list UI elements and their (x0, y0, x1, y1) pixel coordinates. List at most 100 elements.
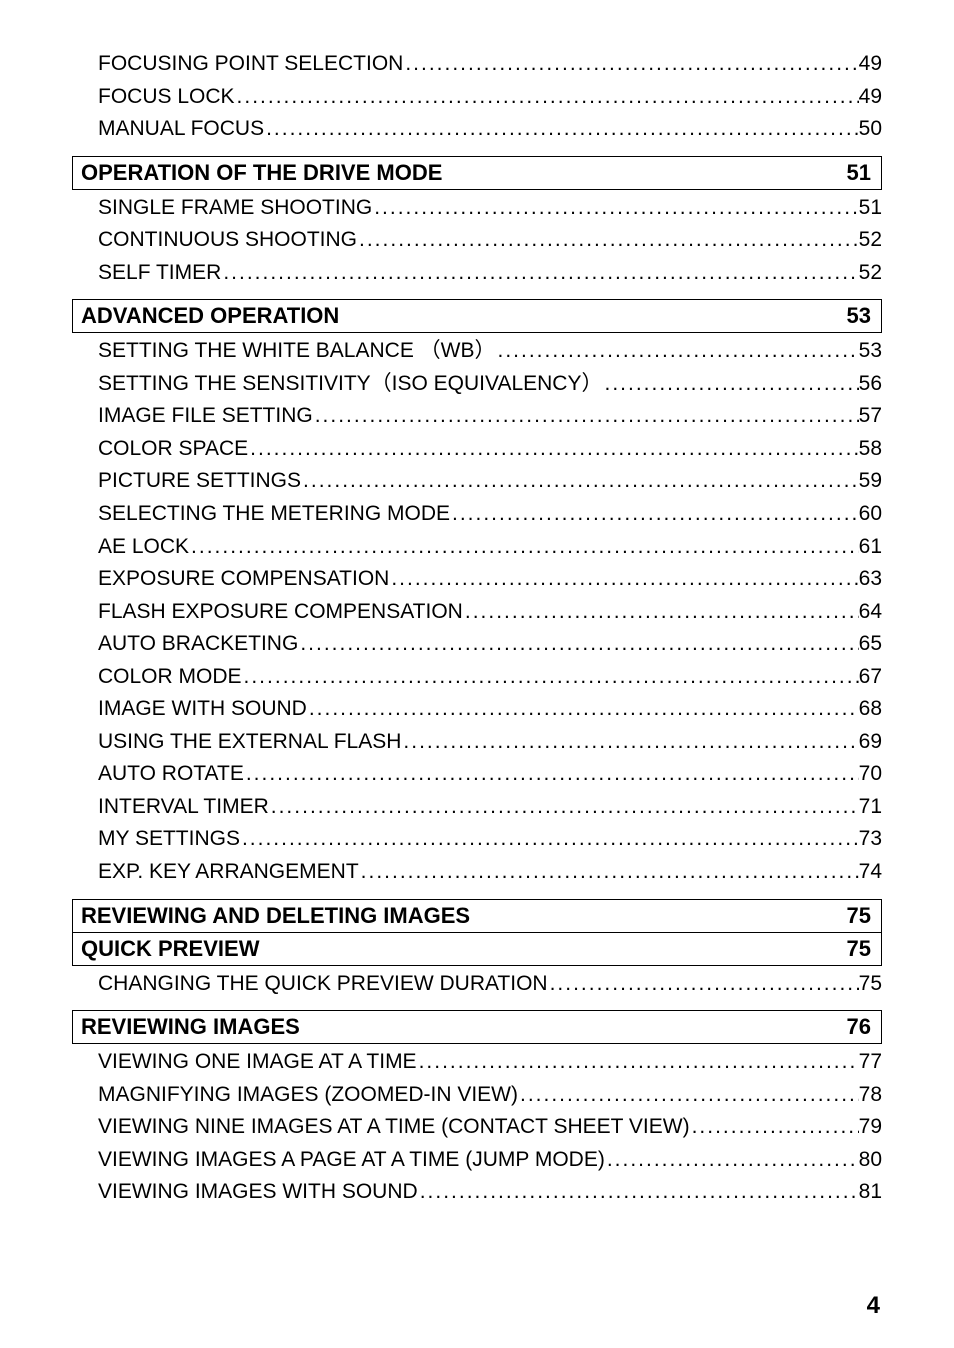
toc-entry: AUTO ROTATE 70 (72, 758, 882, 791)
section-header-quick-preview: QUICK PREVIEW 75 (72, 932, 882, 966)
toc-entry: MAGNIFYING IMAGES (ZOOMED-IN VIEW) 78 (72, 1079, 882, 1112)
toc-entry: FOCUSING POINT SELECTION 49 (72, 48, 882, 81)
toc-leader (248, 433, 858, 466)
toc-page: 49 (859, 48, 882, 81)
toc-page: 67 (859, 661, 882, 694)
toc-page: 71 (859, 791, 882, 824)
toc-page: 75 (859, 968, 882, 1001)
page-number: 4 (867, 1292, 880, 1320)
toc-text: SELF TIMER (98, 257, 221, 290)
toc-leader (313, 400, 859, 433)
toc-leader (401, 726, 858, 759)
toc-entry: SETTING THE SENSITIVITY（ISO EQUIVALENCY）… (72, 368, 882, 401)
toc-text: VIEWING IMAGES A PAGE AT A TIME (JUMP MO… (98, 1144, 605, 1177)
toc-page: 57 (859, 400, 882, 433)
toc-page: 65 (859, 628, 882, 661)
section-header-advanced-operation: ADVANCED OPERATION 53 (72, 299, 882, 333)
section-page: 75 (847, 936, 871, 962)
toc-leader (548, 968, 859, 1001)
toc-leader (235, 81, 859, 114)
toc-text: MANUAL FOCUS (98, 113, 264, 146)
toc-page: 59 (859, 465, 882, 498)
toc-page: 80 (859, 1144, 882, 1177)
toc-leader (240, 823, 859, 856)
toc-page: 79 (859, 1111, 882, 1144)
toc-page: 52 (859, 224, 882, 257)
toc-page: 68 (859, 693, 882, 726)
toc-text: MAGNIFYING IMAGES (ZOOMED-IN VIEW) (98, 1079, 518, 1112)
toc-leader (242, 661, 859, 694)
toc-text: INTERVAL TIMER (98, 791, 269, 824)
toc-text: CONTINUOUS SHOOTING (98, 224, 357, 257)
toc-text: AE LOCK (98, 531, 189, 564)
section-page: 53 (847, 303, 871, 329)
toc-page: 73 (859, 823, 882, 856)
toc-leader (518, 1079, 859, 1112)
toc-leader (605, 1144, 859, 1177)
toc-entry: VIEWING NINE IMAGES AT A TIME (CONTACT S… (72, 1111, 882, 1144)
toc-page: 64 (859, 596, 882, 629)
toc-leader (372, 192, 858, 225)
section-title: REVIEWING IMAGES (81, 1014, 300, 1040)
section-title: REVIEWING AND DELETING IMAGES (81, 903, 470, 929)
toc-leader (244, 758, 859, 791)
toc-page: 69 (859, 726, 882, 759)
toc-page: 70 (859, 758, 882, 791)
toc-text: COLOR SPACE (98, 433, 248, 466)
toc-text: VIEWING NINE IMAGES AT A TIME (CONTACT S… (98, 1111, 690, 1144)
toc-entry: VIEWING IMAGES A PAGE AT A TIME (JUMP MO… (72, 1144, 882, 1177)
toc-leader (298, 628, 858, 661)
toc-leader (357, 224, 859, 257)
toc-text: MY SETTINGS (98, 823, 240, 856)
toc-leader (463, 596, 859, 629)
toc-page: 53 (859, 335, 882, 368)
toc-text: AUTO BRACKETING (98, 628, 298, 661)
section-page: 76 (847, 1014, 871, 1040)
toc-leader (389, 563, 858, 596)
toc-page: 58 (859, 433, 882, 466)
toc-entry: IMAGE WITH SOUND 68 (72, 693, 882, 726)
toc-entry: COLOR SPACE 58 (72, 433, 882, 466)
section-page: 75 (847, 903, 871, 929)
toc-text: SETTING THE WHITE BALANCE （WB） (98, 335, 495, 368)
toc-entry: MANUAL FOCUS 50 (72, 113, 882, 146)
toc-text: FOCUSING POINT SELECTION (98, 48, 403, 81)
toc-entry: IMAGE FILE SETTING 57 (72, 400, 882, 433)
toc-entry: MY SETTINGS 73 (72, 823, 882, 856)
toc-entry: FOCUS LOCK 49 (72, 81, 882, 114)
toc-leader (189, 531, 859, 564)
toc-text: EXP. KEY ARRANGEMENT (98, 856, 359, 889)
section-header-operation-drive-mode: OPERATION OF THE DRIVE MODE 51 (72, 156, 882, 190)
toc-entry: SINGLE FRAME SHOOTING 51 (72, 192, 882, 225)
toc-leader (495, 335, 858, 368)
toc-text: VIEWING ONE IMAGE AT A TIME (98, 1046, 417, 1079)
toc-text: FOCUS LOCK (98, 81, 235, 114)
toc-entry: SETTING THE WHITE BALANCE （WB） 53 (72, 335, 882, 368)
toc-entry: FLASH EXPOSURE COMPENSATION 64 (72, 596, 882, 629)
section-header-reviewing-and-deleting-images: REVIEWING AND DELETING IMAGES 75 (72, 899, 882, 933)
toc-entry: VIEWING IMAGES WITH SOUND 81 (72, 1176, 882, 1209)
toc-entry: SELECTING THE METERING MODE 60 (72, 498, 882, 531)
toc-leader (307, 693, 859, 726)
toc-leader (221, 257, 858, 290)
toc-leader (269, 791, 859, 824)
toc-text: AUTO ROTATE (98, 758, 244, 791)
toc-text: PICTURE SETTINGS (98, 465, 301, 498)
toc-entry: EXP. KEY ARRANGEMENT 74 (72, 856, 882, 889)
toc-page: 78 (859, 1079, 882, 1112)
toc-text: USING THE EXTERNAL FLASH (98, 726, 401, 759)
toc-page: 49 (859, 81, 882, 114)
toc-page: 50 (859, 113, 882, 146)
toc-page: 51 (859, 192, 882, 225)
toc-page: 61 (859, 531, 882, 564)
toc-entry: COLOR MODE 67 (72, 661, 882, 694)
toc-page: 56 (859, 368, 882, 401)
toc-entry: SELF TIMER 52 (72, 257, 882, 290)
toc-page: 52 (859, 257, 882, 290)
toc-page: 63 (859, 563, 882, 596)
toc-leader (417, 1046, 859, 1079)
toc-page: 74 (859, 856, 882, 889)
section-header-reviewing-images: REVIEWING IMAGES 76 (72, 1010, 882, 1044)
toc-text: IMAGE WITH SOUND (98, 693, 307, 726)
toc-text: COLOR MODE (98, 661, 242, 694)
